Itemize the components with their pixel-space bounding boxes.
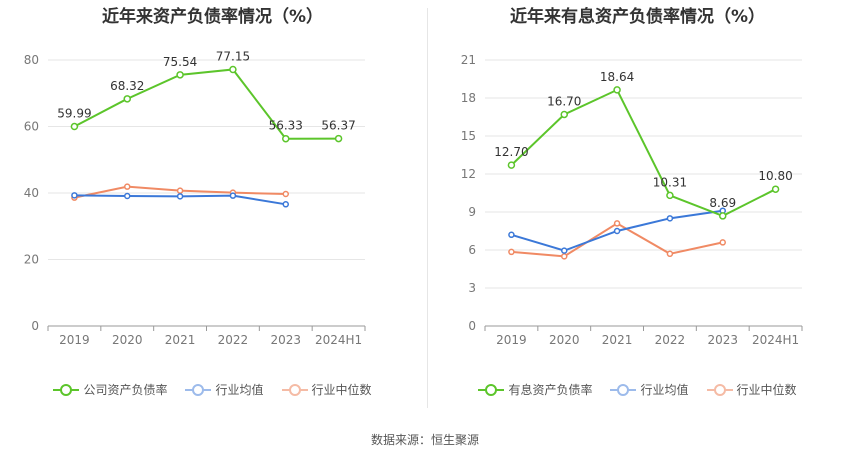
x-tick-label: 2024H1 xyxy=(752,333,799,347)
data-point xyxy=(666,191,674,200)
y-tick-label: 6 xyxy=(468,243,476,257)
data-point xyxy=(508,248,515,256)
data-point xyxy=(613,220,621,227)
y-tick-label: 80 xyxy=(24,53,39,67)
legend-label: 行业均值 xyxy=(640,383,689,397)
data-label: 12.70 xyxy=(494,145,528,159)
x-tick-label: 2023 xyxy=(270,333,301,347)
data-point xyxy=(561,247,568,254)
data-label: 68.32 xyxy=(110,79,144,93)
legend-label: 有息资产负债率 xyxy=(508,383,593,397)
chart-legend: 公司资产负债率 行业均值 行业中位数 xyxy=(0,381,425,398)
legend-item-industry-median[interactable]: 行业中位数 xyxy=(281,381,372,398)
series-line xyxy=(510,88,777,218)
data-point xyxy=(124,183,131,190)
data-label: 10.31 xyxy=(653,175,687,189)
legend-item-industry-mean[interactable]: 行业均值 xyxy=(185,381,264,398)
data-source-note: 数据来源：恒生聚源 xyxy=(370,433,479,447)
data-point xyxy=(613,227,621,235)
data-point xyxy=(123,95,131,103)
data-label: 75.54 xyxy=(163,55,197,69)
data-label: 18.64 xyxy=(600,70,634,84)
data-label: 8.69 xyxy=(709,196,736,210)
y-tick-label: 20 xyxy=(24,253,39,267)
legend-item-company[interactable]: 有息资产负债率 xyxy=(478,381,592,398)
data-label: 56.33 xyxy=(269,119,303,133)
legend-label: 行业中位数 xyxy=(311,383,372,397)
data-point xyxy=(124,192,131,200)
y-tick-label: 0 xyxy=(31,319,39,333)
chart-title: 近年来资产负债率情况（%） xyxy=(101,7,324,27)
y-tick-label: 9 xyxy=(468,205,476,219)
legend-swatch-icon xyxy=(478,383,505,396)
y-tick-label: 15 xyxy=(461,129,476,143)
data-point xyxy=(771,185,780,193)
data-label: 56.37 xyxy=(321,119,355,133)
data-point xyxy=(334,134,343,143)
data-point xyxy=(719,239,726,246)
y-tick-label: 12 xyxy=(461,167,476,181)
legend-label: 公司资产负债率 xyxy=(83,383,168,397)
legend-label: 行业均值 xyxy=(215,383,264,397)
y-tick-label: 18 xyxy=(461,91,476,105)
legend-swatch-icon xyxy=(53,383,80,396)
chart-legend: 有息资产负债率 行业均值 行业中位数 xyxy=(425,381,850,398)
data-point xyxy=(508,231,515,239)
data-label: 77.15 xyxy=(216,49,250,63)
data-point xyxy=(70,122,79,131)
data-point xyxy=(507,161,516,169)
data-point xyxy=(560,110,568,119)
x-tick-label: 2019 xyxy=(496,333,527,347)
data-point xyxy=(613,86,621,94)
x-tick-label: 2020 xyxy=(112,333,143,347)
chart-panel-debt-ratio: 近年来资产负债率情况（%） 0 20 40 60 80 2019 2020 2021 2022 2… xyxy=(0,0,425,410)
data-label: 10.80 xyxy=(758,169,792,183)
x-tick-label: 2023 xyxy=(707,333,738,347)
data-point xyxy=(176,71,184,79)
chart-title: 近年来有息资产负债率情况（%） xyxy=(509,7,766,27)
panel-divider xyxy=(427,8,428,408)
data-point xyxy=(561,253,568,260)
legend-item-industry-mean[interactable]: 行业均值 xyxy=(610,381,689,398)
data-point xyxy=(71,192,78,199)
legend-item-company[interactable]: 公司资产负债率 xyxy=(53,381,167,398)
data-point xyxy=(282,134,290,143)
x-tick-label: 2021 xyxy=(602,333,633,347)
chart-panel-interest-debt-ratio: 近年来有息资产负债率情况（%） 0 3 6 9 12 15 18 21 2019 2020 2021… xyxy=(425,0,850,410)
x-tick-label: 2019 xyxy=(59,333,90,347)
chart-plot-area: 0 20 40 60 80 2019 2020 2021 2022 2023 2024H1 59.99… xyxy=(24,49,366,347)
data-point xyxy=(719,212,727,220)
data-point xyxy=(176,187,184,194)
data-point xyxy=(229,65,237,74)
y-tick-label: 0 xyxy=(468,319,476,333)
data-label: 16.70 xyxy=(547,94,581,108)
x-tick-label: 2024H1 xyxy=(315,333,362,347)
data-point xyxy=(666,215,674,222)
legend-swatch-icon xyxy=(706,383,733,396)
legend-label: 行业中位数 xyxy=(736,383,797,397)
data-point xyxy=(282,201,289,208)
x-tick-label: 2020 xyxy=(549,333,580,347)
data-label: 59.99 xyxy=(57,107,91,121)
series-line xyxy=(73,68,339,140)
data-point xyxy=(176,193,184,200)
data-point xyxy=(666,250,674,258)
chart-plot-area: 0 3 6 9 12 15 18 21 2019 2020 2021 2022 2023 2024H1 12… xyxy=(461,53,803,347)
y-tick-label: 21 xyxy=(461,53,476,67)
data-point xyxy=(229,192,237,199)
data-point xyxy=(282,190,289,198)
x-tick-label: 2022 xyxy=(218,333,249,347)
y-tick-label: 60 xyxy=(24,120,39,134)
x-tick-label: 2022 xyxy=(655,333,686,347)
legend-swatch-icon xyxy=(610,383,637,396)
legend-swatch-icon xyxy=(281,383,308,396)
y-tick-label: 40 xyxy=(24,186,39,200)
x-tick-label: 2021 xyxy=(165,333,196,347)
legend-item-industry-median[interactable]: 行业中位数 xyxy=(706,381,797,398)
y-tick-label: 3 xyxy=(468,281,476,295)
legend-swatch-icon xyxy=(185,383,212,396)
